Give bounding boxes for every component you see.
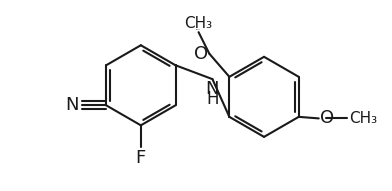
Text: H: H <box>206 90 219 108</box>
Text: O: O <box>194 45 208 63</box>
Text: N: N <box>206 80 219 98</box>
Text: O: O <box>320 109 334 127</box>
Text: CH₃: CH₃ <box>185 16 212 31</box>
Text: methyl: methyl <box>196 29 201 30</box>
Text: N: N <box>66 96 79 114</box>
Text: F: F <box>136 149 146 167</box>
Text: CH₃: CH₃ <box>349 111 377 126</box>
